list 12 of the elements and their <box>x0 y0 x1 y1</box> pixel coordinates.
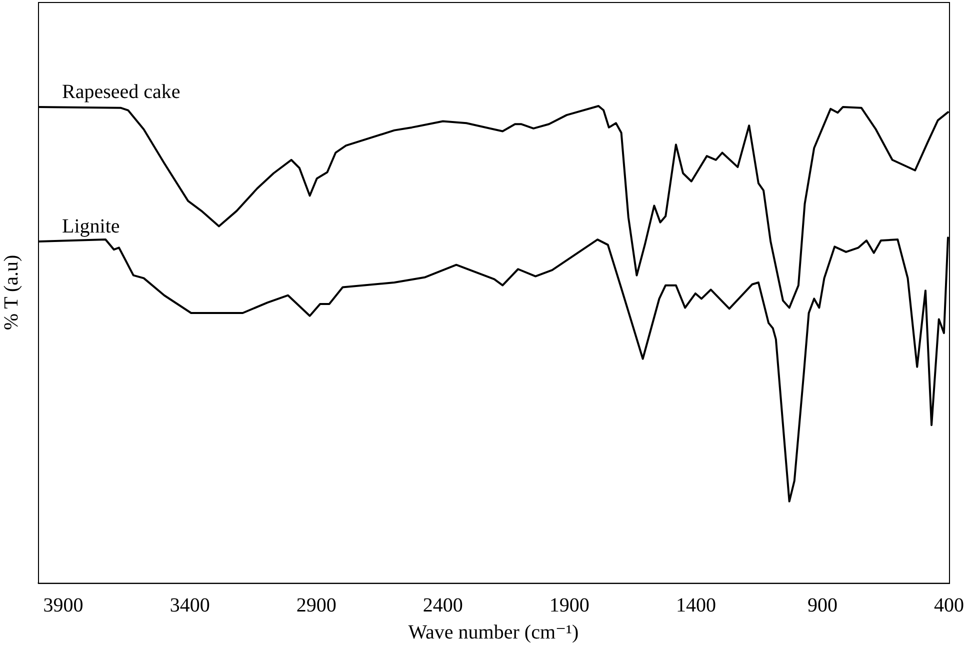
x-tick-label: 3900 <box>43 594 84 616</box>
x-tick-label: 2400 <box>422 594 463 616</box>
x-tick-label: 400 <box>934 594 964 616</box>
x-tick-label: 2900 <box>296 594 336 616</box>
series-label: Lignite <box>62 215 120 238</box>
series-label: Rapeseed cake <box>62 80 180 103</box>
x-tick-label: 1900 <box>549 594 590 616</box>
x-tick-label: 900 <box>807 594 838 616</box>
x-tick-label: 3400 <box>170 594 210 616</box>
x-axis-title: Wave number (cm⁻¹) <box>408 621 579 644</box>
y-axis-title: % T (a.u) <box>0 254 22 330</box>
x-tick-label: 1400 <box>676 594 716 616</box>
